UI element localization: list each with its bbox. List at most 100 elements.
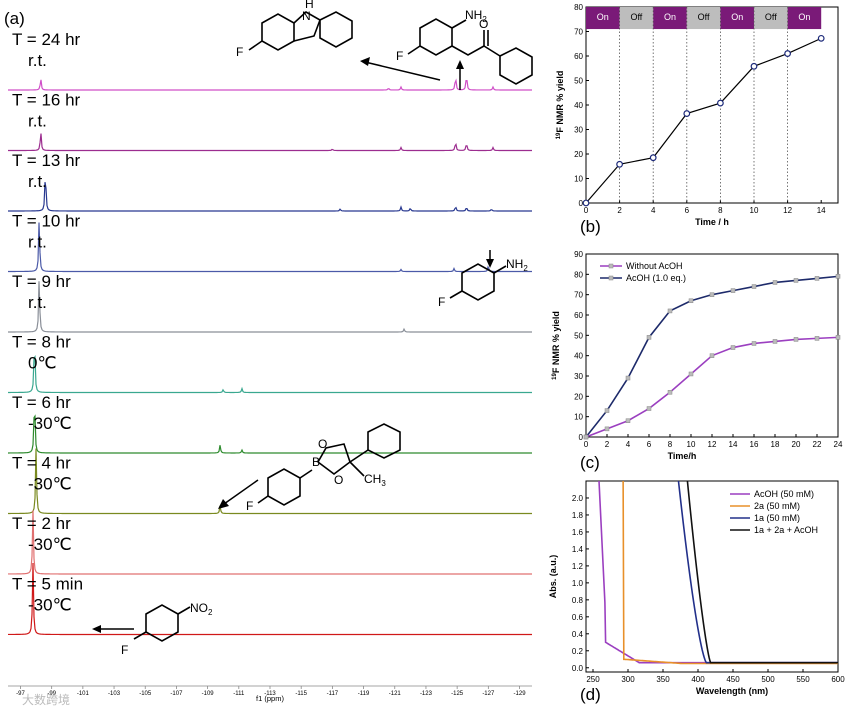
spectrum-time-label: T = 4 hr <box>12 454 71 473</box>
y-axis-title-sup: 19 <box>552 373 558 380</box>
nmr-spectrum-line <box>8 78 532 91</box>
x-tick-label: 450 <box>726 675 740 684</box>
x-tick-label: 400 <box>691 675 705 684</box>
light-off-segment <box>619 7 654 30</box>
x-tick-label: 10 <box>687 440 696 449</box>
legend-label: Without AcOH <box>626 261 683 271</box>
data-point <box>646 406 652 411</box>
nmr-tick-label: -121 <box>389 691 402 697</box>
indole-f-label: F <box>236 45 243 59</box>
data-point <box>688 298 694 304</box>
nmr-tick-label: -103 <box>108 691 121 697</box>
nmr-spectra: T = 24 hr r.t. T = 16 hr r.t. T = 13 hr r.t. T… <box>8 30 532 636</box>
series-line <box>598 481 838 664</box>
y-tick-label: 1.2 <box>572 562 584 571</box>
x-tick-label: 500 <box>761 675 775 684</box>
x-tick-label: 6 <box>647 440 652 449</box>
x-axis-title: Time / h <box>695 217 729 227</box>
spectrum-temp-label: -30℃ <box>28 596 72 615</box>
aniline-f-label: F <box>438 295 445 309</box>
x-tick-label: 0 <box>584 440 589 449</box>
light-segment-label: Off <box>630 12 642 22</box>
panel-label: (c) <box>580 453 600 472</box>
data-point <box>730 288 736 293</box>
x-tick-label: 12 <box>783 206 792 215</box>
series-line <box>622 481 838 665</box>
data-point <box>683 110 691 117</box>
y-tick-label: 1.6 <box>572 528 584 537</box>
light-segment-label: Off <box>698 12 710 22</box>
x-tick-label: 2 <box>605 440 610 449</box>
x-tick-label: 8 <box>718 206 723 215</box>
data-point <box>604 408 610 413</box>
data-point <box>835 335 841 340</box>
spectrum-time-label: T = 10 hr <box>12 212 81 231</box>
arrow-to-boronate-peak-head <box>218 499 229 509</box>
light-segment-label: Off <box>765 12 777 22</box>
data-point <box>709 292 715 297</box>
y-tick-label: 90 <box>574 250 583 259</box>
aminoketone-o-label: O <box>479 17 488 31</box>
spectrum-temp-label: -30℃ <box>28 475 72 494</box>
nmr-tick-label: -111 <box>233 691 245 697</box>
nmr-tick-label: -117 <box>327 691 339 697</box>
nmr-tick-label: -101 <box>77 691 90 697</box>
nmr-tick-label: -125 <box>451 691 464 697</box>
chart-c: 0 2 4 6 8 10 12 14 16 18 20 22 240102030405060708090… <box>551 250 843 472</box>
arrow-to-nitro-peak-head <box>92 625 101 633</box>
chart-b: 0 2 4 6 8 10 12 14 0 10 20 30 40 50 60 70 80 Time / h 19F … <box>555 3 839 236</box>
spectrum-time-label: T = 2 hr <box>12 514 71 533</box>
data-point <box>784 50 791 57</box>
data-point <box>649 154 657 162</box>
spectrum-temp-label: 0℃ <box>28 354 57 373</box>
light-segment-label: On <box>798 12 810 22</box>
aniline-structure <box>449 263 507 301</box>
watermark: 大数跨境 <box>22 692 70 707</box>
light-segment-label: On <box>664 12 676 22</box>
data-point <box>730 345 736 350</box>
y-tick-label: 60 <box>574 311 583 320</box>
data-point <box>667 308 673 314</box>
nmr-tick-label: -129 <box>514 691 527 697</box>
x-tick-label: 14 <box>729 440 738 449</box>
y-tick-label: 0.2 <box>572 647 584 656</box>
spectrum-time-label: T = 8 hr <box>12 333 71 352</box>
nmr-x-axis-label: f1 (ppm) <box>256 694 284 703</box>
spectrum-time-label: T = 5 min <box>12 575 83 594</box>
y-axis-title-sup: 19 <box>556 132 562 139</box>
x-axis-title: Wavelength (nm) <box>696 686 768 696</box>
panel-label: (b) <box>580 217 601 236</box>
data-point <box>814 336 820 341</box>
arrow-to-indole-head <box>360 57 370 66</box>
spectrum-temp-label: r.t. <box>28 233 47 252</box>
x-tick-label: 550 <box>796 675 810 684</box>
x-tick-label: 6 <box>685 206 690 215</box>
series-line <box>585 37 822 204</box>
panel-label-a: (a) <box>4 9 25 28</box>
spectrum-time-label: T = 13 hr <box>12 151 81 170</box>
x-tick-label: 4 <box>651 206 656 215</box>
nmr-tick-label: -119 <box>358 691 370 697</box>
aniline-nh2-label: NH2 <box>506 257 528 273</box>
data-point <box>616 160 623 168</box>
panel-label: (d) <box>580 685 601 704</box>
nmr-spectrum-line <box>8 510 532 575</box>
data-point <box>582 199 590 207</box>
data-point <box>709 353 715 358</box>
spectrum-temp-label: r.t. <box>28 112 47 131</box>
nmr-tick-label: -127 <box>482 691 495 697</box>
y-tick-label: 70 <box>574 28 583 37</box>
boronate-o1-label: O <box>318 437 327 451</box>
data-point <box>625 375 631 381</box>
boronate-o2-label: O <box>334 473 343 487</box>
spectrum-time-label: T = 16 hr <box>12 91 81 110</box>
y-tick-label: 20 <box>574 150 583 159</box>
data-point <box>583 434 589 440</box>
nmr-spectrum-line <box>8 355 532 394</box>
y-tick-label: 30 <box>574 372 583 381</box>
y-tick-label: 0 <box>579 433 584 442</box>
x-tick-label: 300 <box>621 675 635 684</box>
y-axis-title-main: F NMR % yield <box>555 71 565 133</box>
boronate-structure <box>257 423 401 506</box>
